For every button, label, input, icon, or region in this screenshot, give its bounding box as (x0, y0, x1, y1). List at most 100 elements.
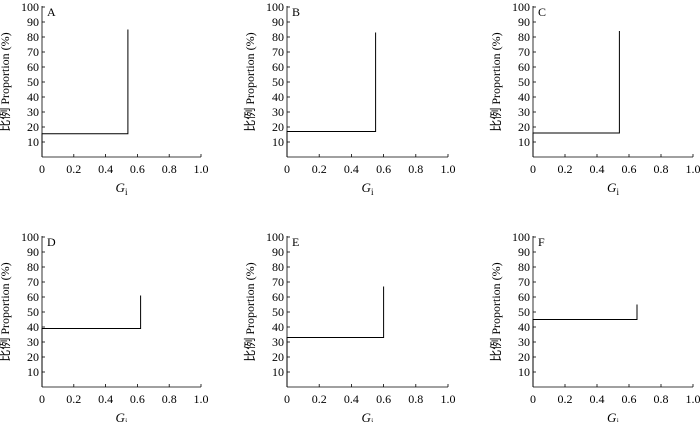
panel-label: E (292, 235, 299, 249)
x-tick-label: 0.2 (312, 162, 327, 176)
x-tick-label: 1.0 (441, 392, 456, 406)
x-tick-label: 0 (284, 392, 290, 406)
y-tick-label: 40 (518, 320, 530, 334)
y-tick-label: 80 (27, 260, 39, 274)
x-tick-label: 1.0 (686, 392, 700, 406)
x-tick-label: 0.2 (66, 162, 81, 176)
y-tick-label: 60 (518, 290, 530, 304)
x-tick-label: 0.2 (558, 162, 573, 176)
x-tick-label: 0 (39, 392, 45, 406)
y-tick-label: 40 (272, 320, 284, 334)
y-axis-label: 比例 Proportion (%) (0, 32, 12, 131)
x-axis-label: Gi (607, 180, 619, 197)
y-tick-label: 60 (27, 290, 39, 304)
y-tick-label: 50 (518, 305, 530, 319)
y-tick-label: 20 (27, 350, 39, 364)
x-axis-label: Gi (116, 180, 128, 197)
y-axis-label: 比例 Proportion (%) (489, 32, 503, 131)
x-axis-label: Gi (362, 410, 374, 422)
y-tick-label: 80 (518, 260, 530, 274)
series-line (286, 286, 385, 387)
x-axis-label-subscript: i (616, 187, 619, 197)
y-tick-label: 90 (272, 245, 284, 259)
x-tick-label: 0.6 (130, 162, 145, 176)
x-axis-label-subscript: i (125, 417, 128, 422)
y-tick-label: 10 (518, 365, 530, 379)
x-axis-label-main: G (607, 410, 617, 422)
y-tick-label: 60 (27, 60, 39, 74)
x-tick-label: 0.2 (66, 392, 81, 406)
y-tick-label: 70 (272, 275, 284, 289)
panel-label: A (47, 5, 56, 19)
y-tick-label: 70 (518, 45, 530, 59)
y-tick-label: 40 (518, 90, 530, 104)
y-tick-label: 40 (27, 90, 39, 104)
y-tick-label: 30 (27, 335, 39, 349)
x-axis-label-main: G (607, 180, 617, 195)
y-tick-label: 10 (272, 135, 284, 149)
y-tick-label: 70 (518, 275, 530, 289)
y-tick-label: 50 (272, 305, 284, 319)
series-line (532, 304, 638, 387)
x-axis-label-main: G (116, 410, 126, 422)
x-axis-label-subscript: i (616, 417, 619, 422)
x-axis-label-subscript: i (125, 187, 128, 197)
y-tick-label: 90 (27, 245, 39, 259)
x-tick-label: 0.8 (654, 392, 669, 406)
x-axis-label-main: G (362, 410, 372, 422)
x-axis-label: Gi (362, 180, 374, 197)
series-line (41, 295, 142, 387)
y-tick-label: 50 (518, 75, 530, 89)
x-tick-label: 1.0 (194, 162, 209, 176)
x-tick-label: 0.6 (376, 162, 391, 176)
series-line (41, 29, 129, 157)
y-axis-label: 比例 Proportion (%) (243, 32, 257, 131)
x-axis-label: Gi (116, 410, 128, 422)
x-axis-label-subscript: i (371, 417, 374, 422)
x-tick-label: 0.8 (162, 162, 177, 176)
y-tick-label: 90 (27, 15, 39, 29)
x-tick-label: 0.4 (590, 162, 605, 176)
y-tick-label: 10 (27, 365, 39, 379)
y-tick-label: 80 (272, 30, 284, 44)
y-tick-label: 20 (518, 120, 530, 134)
series-line (286, 32, 377, 157)
y-tick-label: 20 (272, 120, 284, 134)
y-tick-label: 50 (272, 75, 284, 89)
x-tick-label: 1.0 (686, 162, 700, 176)
y-tick-label: 50 (27, 75, 39, 89)
y-tick-label: 60 (272, 60, 284, 74)
x-tick-label: 0.2 (558, 392, 573, 406)
y-tick-label: 100 (266, 230, 284, 244)
x-tick-label: 1.0 (441, 162, 456, 176)
x-tick-label: 0 (530, 162, 536, 176)
y-tick-label: 100 (512, 0, 530, 14)
y-tick-label: 80 (27, 30, 39, 44)
y-tick-label: 100 (266, 0, 284, 14)
y-tick-label: 20 (272, 350, 284, 364)
y-tick-label: 30 (272, 335, 284, 349)
panel-label: D (47, 235, 56, 249)
x-tick-label: 0 (39, 162, 45, 176)
x-tick-label: 0 (530, 392, 536, 406)
x-tick-label: 0.4 (344, 392, 359, 406)
y-tick-label: 90 (518, 15, 530, 29)
y-tick-label: 70 (27, 45, 39, 59)
y-tick-label: 100 (21, 0, 39, 14)
x-tick-label: 0.8 (408, 162, 423, 176)
x-tick-label: 0.2 (312, 392, 327, 406)
y-tick-label: 30 (518, 335, 530, 349)
x-tick-label: 0.6 (376, 392, 391, 406)
x-tick-label: 0.4 (98, 162, 113, 176)
y-axis-label: 比例 Proportion (%) (243, 262, 257, 361)
y-tick-label: 10 (27, 135, 39, 149)
panel-label: C (538, 5, 546, 19)
series-line (532, 31, 620, 157)
panel-label: B (292, 5, 300, 19)
y-tick-label: 90 (272, 15, 284, 29)
